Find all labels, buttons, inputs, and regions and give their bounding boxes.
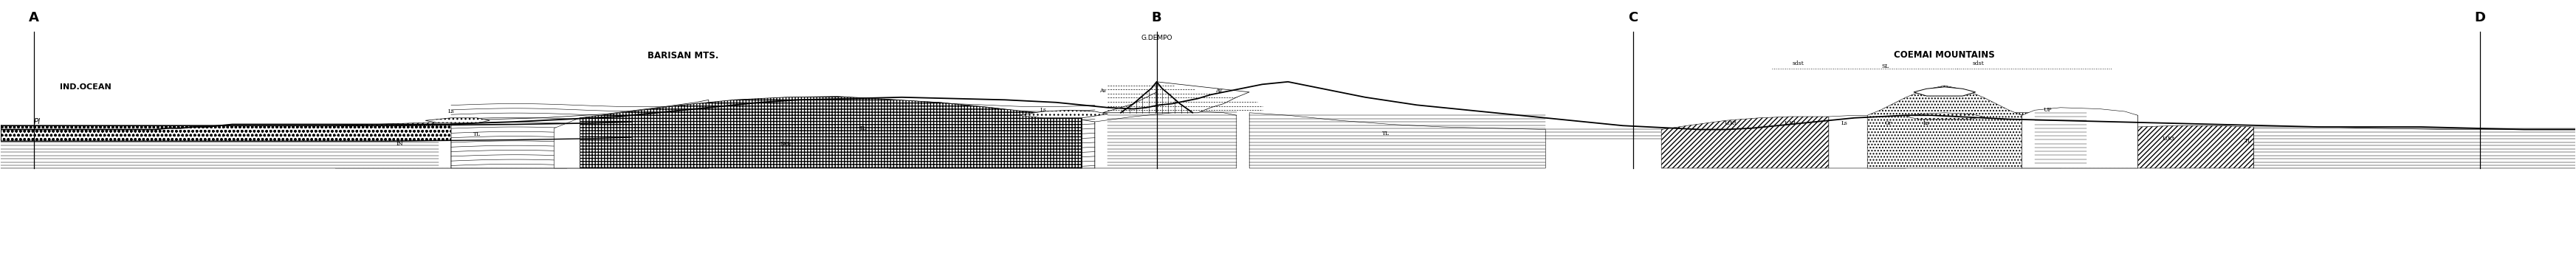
Text: IN: IN: [397, 141, 404, 147]
Text: TL: TL: [1383, 131, 1388, 136]
Polygon shape: [1906, 113, 1984, 119]
Text: Ls: Ls: [1041, 107, 1046, 113]
Text: A: A: [28, 11, 39, 24]
Text: TL: TL: [860, 125, 868, 131]
Polygon shape: [0, 120, 451, 168]
Polygon shape: [1829, 115, 1906, 168]
Text: L.Kt: L.Kt: [1785, 120, 1795, 126]
Polygon shape: [580, 97, 1082, 168]
Polygon shape: [1095, 111, 1236, 168]
Polygon shape: [2138, 126, 2254, 168]
Text: COEMAI MOUNTAINS: COEMAI MOUNTAINS: [1893, 50, 1994, 60]
Text: Av: Av: [1100, 88, 1105, 94]
Polygon shape: [1157, 82, 1249, 113]
Polygon shape: [335, 120, 567, 168]
Polygon shape: [0, 122, 631, 141]
Text: sdst: sdst: [1793, 61, 1803, 67]
Text: sdst: sdst: [1973, 61, 1984, 67]
Text: B: B: [1151, 11, 1162, 24]
Polygon shape: [1103, 82, 1157, 113]
Text: TL: TL: [474, 132, 482, 138]
Text: Av: Av: [1216, 88, 1221, 94]
Polygon shape: [1868, 86, 2022, 168]
Polygon shape: [2061, 113, 2138, 168]
Text: Gr: Gr: [1886, 120, 1891, 126]
Text: IND.OCEAN: IND.OCEAN: [59, 83, 111, 91]
Text: C: C: [1628, 11, 1638, 24]
Text: SL: SL: [1880, 63, 1888, 69]
Text: NGr: NGr: [781, 141, 791, 147]
Polygon shape: [1984, 113, 2061, 168]
Text: BARISAN MTS.: BARISAN MTS.: [647, 51, 719, 61]
Text: U.Kt: U.Kt: [2161, 135, 2174, 141]
Text: TL: TL: [2244, 138, 2251, 144]
Text: UP: UP: [2043, 107, 2053, 113]
Polygon shape: [1914, 87, 1976, 96]
Text: G.DEMPO: G.DEMPO: [1141, 35, 1172, 41]
Text: Pl: Pl: [33, 118, 41, 125]
Polygon shape: [2254, 127, 2576, 168]
Polygon shape: [1018, 110, 1108, 118]
Text: Ls: Ls: [448, 109, 453, 114]
Polygon shape: [889, 100, 1095, 168]
Text: Ls: Ls: [1924, 120, 1929, 126]
Text: D: D: [2476, 11, 2486, 24]
Polygon shape: [451, 100, 708, 168]
Polygon shape: [1662, 117, 1829, 168]
Polygon shape: [554, 118, 580, 168]
Text: Ls: Ls: [1842, 120, 1847, 126]
Polygon shape: [425, 118, 489, 123]
Text: U.Kt: U.Kt: [1723, 120, 1736, 126]
Polygon shape: [1249, 113, 1546, 168]
Polygon shape: [2022, 107, 2138, 168]
